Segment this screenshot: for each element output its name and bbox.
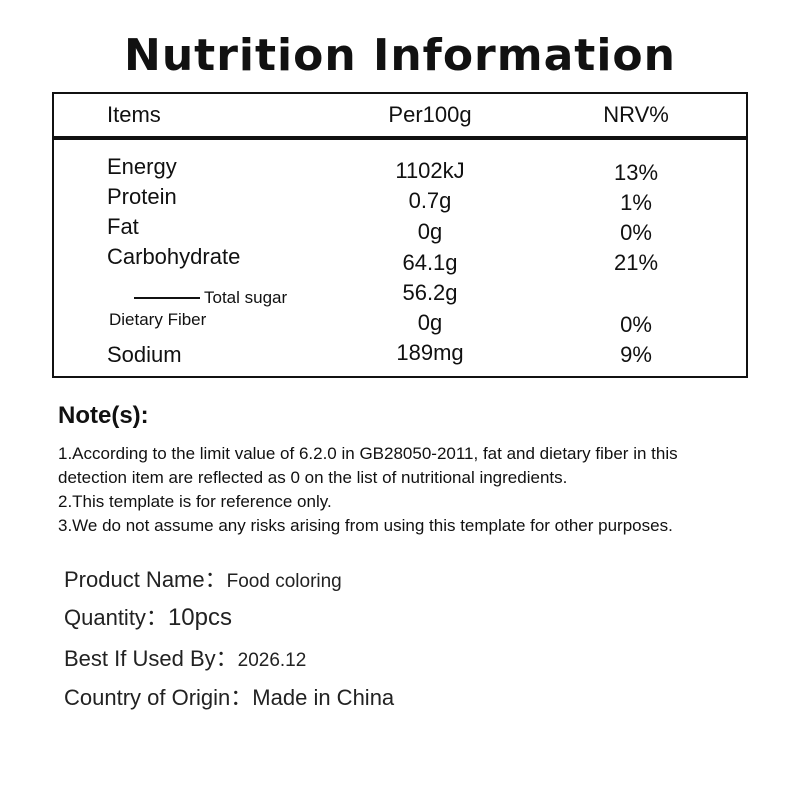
- product-name-label: Product Name：: [64, 567, 227, 592]
- row-fat-nrv: 0%: [620, 220, 652, 245]
- quantity-row: Quantity：10pcs: [64, 600, 232, 632]
- row-sodium-nrv: 9%: [620, 342, 652, 367]
- note-line: detection item are reflected as 0 on the…: [58, 468, 568, 487]
- row-fat-value: 0g: [417, 219, 443, 244]
- row-energy-item: Energy: [107, 154, 177, 179]
- row-energy-value: 1102kJ: [395, 158, 465, 183]
- row-protein-value: 0.7g: [408, 188, 452, 213]
- row-total-sugar-value: 56.2g: [402, 280, 458, 305]
- row-carbohydrate-item: Carbohydrate: [107, 244, 241, 269]
- row-sodium-item: Sodium: [107, 342, 182, 367]
- row-dietary-fiber-value: 0g: [417, 310, 443, 335]
- row-protein-nrv: 1%: [620, 190, 652, 215]
- best-before-value: 2026.12: [237, 650, 307, 671]
- row-energy-nrv: 13%: [613, 160, 659, 185]
- header-divider: [54, 136, 746, 140]
- best-before-label: Best If Used By：: [64, 646, 238, 671]
- origin-row: Country of Origin：Made in China: [64, 680, 394, 712]
- page-title: Nutrition Information: [124, 30, 676, 81]
- notes-heading: Note(s):: [58, 402, 149, 429]
- sub-item-dash: [134, 297, 200, 299]
- product-name-row: Product Name：Food coloring: [64, 562, 342, 594]
- header-per100g: Per100g: [388, 102, 472, 127]
- header-nrv: NRV%: [603, 102, 669, 127]
- quantity-value: 10pcs: [167, 604, 232, 631]
- best-before-row: Best If Used By：2026.12: [64, 641, 306, 673]
- product-name-value: Food coloring: [226, 571, 342, 592]
- row-dietary-fiber-nrv: 0%: [620, 312, 652, 337]
- row-fat-item: Fat: [107, 214, 139, 239]
- note-line: 3.We do not assume any risks arising fro…: [58, 516, 673, 535]
- nutrition-table: Items Per100g NRV% Energy 1102kJ 13% Pro…: [52, 92, 748, 378]
- origin-value: Made in China: [252, 685, 395, 710]
- row-sodium-value: 189mg: [396, 340, 464, 365]
- row-dietary-fiber-item: Dietary Fiber: [109, 310, 207, 329]
- quantity-label: Quantity：: [64, 605, 168, 630]
- row-carbohydrate-value: 64.1g: [402, 250, 458, 275]
- row-protein-item: Protein: [107, 184, 177, 209]
- note-line: 1.According to the limit value of 6.2.0 …: [58, 444, 678, 463]
- row-carbohydrate-nrv: 21%: [613, 250, 659, 275]
- header-items: Items: [107, 102, 161, 127]
- origin-label: Country of Origin：: [64, 685, 253, 710]
- row-total-sugar-item: Total sugar: [204, 288, 288, 307]
- note-line: 2.This template is for reference only.: [58, 492, 332, 511]
